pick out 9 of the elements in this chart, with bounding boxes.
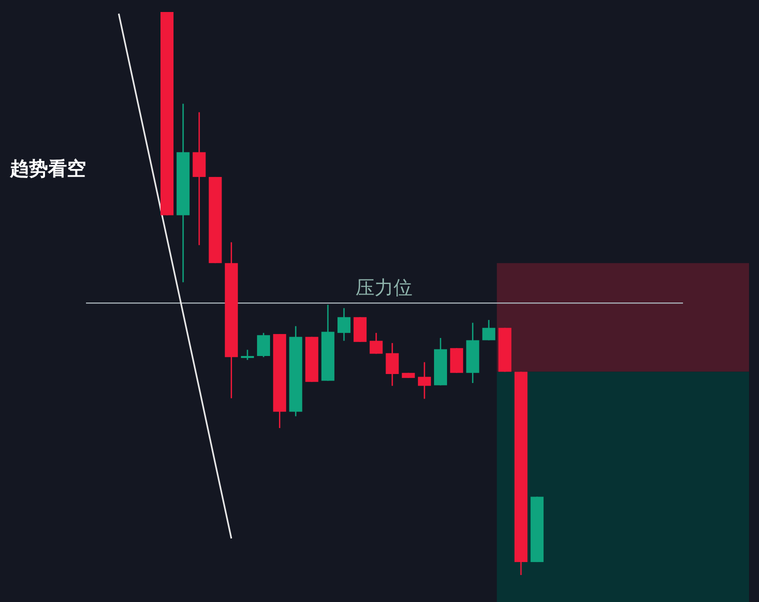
candlestick xyxy=(370,332,383,354)
candlestick xyxy=(386,342,399,386)
candlestick xyxy=(482,319,496,341)
candlestick xyxy=(240,349,254,361)
text: 趋势看空 xyxy=(9,158,86,180)
ref-line-label: 压力位 xyxy=(356,277,412,300)
candlestick xyxy=(337,307,350,342)
candlestick xyxy=(257,332,270,358)
candlestick xyxy=(418,362,431,400)
